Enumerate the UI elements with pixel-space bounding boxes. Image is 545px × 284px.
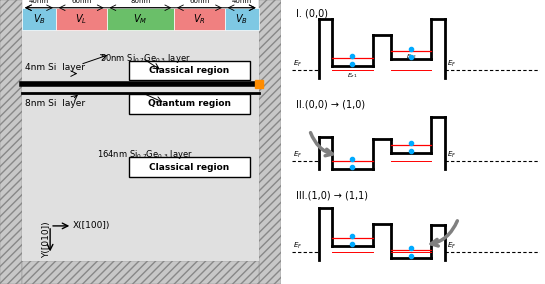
Text: $V_R$: $V_R$ [193, 12, 206, 26]
Text: 60nm: 60nm [189, 0, 210, 4]
Text: $E_F$: $E_F$ [293, 59, 302, 69]
Text: $E_{z1}$: $E_{z1}$ [347, 71, 358, 80]
Text: 4nm Si  layer: 4nm Si layer [25, 63, 85, 72]
Text: Classical region: Classical region [149, 163, 229, 172]
Text: $E_F$: $E_F$ [293, 241, 302, 251]
Text: 40nm: 40nm [29, 0, 49, 4]
Text: 40nm: 40nm [232, 0, 252, 4]
Text: I. (0,0): I. (0,0) [296, 8, 328, 18]
Text: 164nm Si$_{0.7}$Ge$_{0.3}$ layer: 164nm Si$_{0.7}$Ge$_{0.3}$ layer [98, 149, 193, 161]
Text: 60nm: 60nm [71, 0, 92, 4]
Text: $E_{z2}$: $E_{z2}$ [406, 53, 416, 61]
Text: III.(1,0) → (1,1): III.(1,0) → (1,1) [296, 190, 368, 200]
Text: Y([010]): Y([010]) [41, 222, 51, 258]
FancyBboxPatch shape [129, 94, 250, 114]
Bar [106, 8, 174, 30]
FancyBboxPatch shape [129, 158, 250, 177]
Text: $V_L$: $V_L$ [75, 12, 87, 26]
Bar [259, 0, 281, 284]
Text: $V_B$: $V_B$ [235, 12, 248, 26]
Text: $V_B$: $V_B$ [33, 12, 45, 26]
Bar [225, 8, 259, 30]
Text: 80nm: 80nm [130, 0, 150, 4]
Bar [56, 8, 106, 30]
FancyBboxPatch shape [129, 61, 250, 80]
Text: Classical region: Classical region [149, 66, 229, 75]
Text: 8nm Si  layer: 8nm Si layer [25, 99, 85, 108]
Bar [22, 8, 56, 30]
Bar [174, 8, 225, 30]
Text: II.(0,0) → (1,0): II.(0,0) → (1,0) [296, 99, 365, 109]
Text: $E_F$: $E_F$ [447, 241, 456, 251]
Text: $E_F$: $E_F$ [447, 150, 456, 160]
Bar [0, 0, 22, 284]
Bar [22, 261, 259, 284]
Text: $E_F$: $E_F$ [447, 59, 456, 69]
Text: $E_F$: $E_F$ [293, 150, 302, 160]
Text: 50nm Si$_{0.7}$Ge$_{0.3}$ layer: 50nm Si$_{0.7}$Ge$_{0.3}$ layer [100, 52, 191, 64]
Text: Quantum region: Quantum region [148, 99, 231, 108]
Text: X([100]): X([100]) [73, 222, 111, 230]
Text: $V_M$: $V_M$ [133, 12, 148, 26]
Bar [22, 30, 259, 261]
